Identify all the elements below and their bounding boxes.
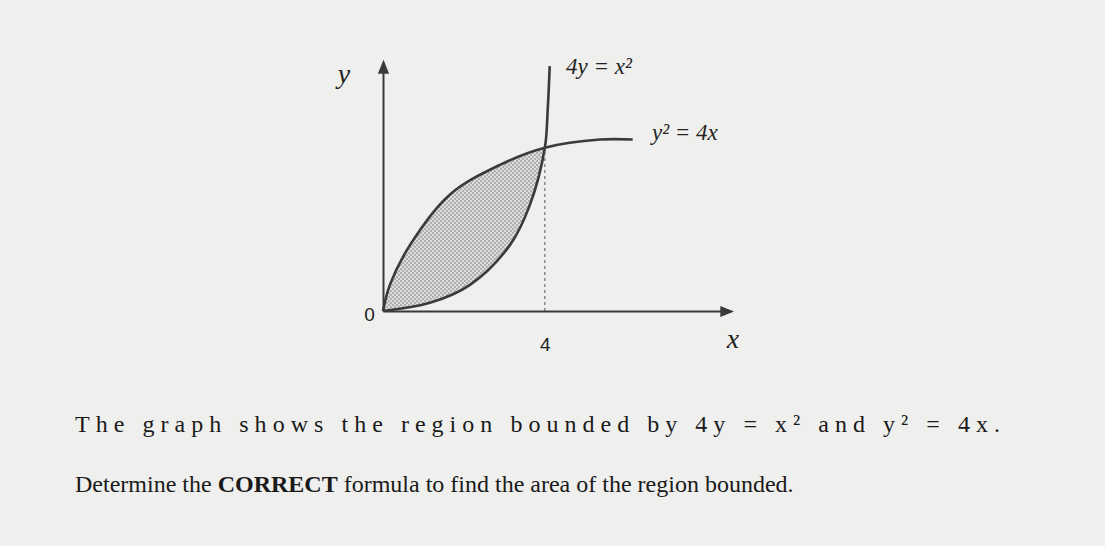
curve: [383, 139, 633, 311]
x-tick-label: 0: [364, 303, 375, 324]
x-tick: 0: [364, 303, 383, 324]
y-axis-label: y: [335, 58, 351, 89]
x-axis-label: x: [726, 323, 740, 354]
figure: 04yx4y = x²y² = 4xThe graph shows the re…: [0, 0, 1105, 546]
x-tick: 4: [540, 311, 551, 355]
x-axis-line: [384, 311, 732, 313]
plot-area: [383, 66, 633, 311]
x-tick-label: 4: [540, 334, 551, 355]
y-axis: [383, 63, 384, 312]
curve: [383, 66, 550, 311]
x-axis: 04: [364, 303, 731, 355]
curve-label: y² = 4x: [650, 120, 719, 145]
y-axis-line: [383, 63, 385, 312]
guide-line: [544, 148, 545, 311]
question-text: Determine the CORRECT formula to find th…: [75, 471, 794, 497]
curve-label: 4y = x²: [566, 54, 633, 79]
question-text: The graph shows the region bounded by 4y…: [75, 411, 1000, 437]
